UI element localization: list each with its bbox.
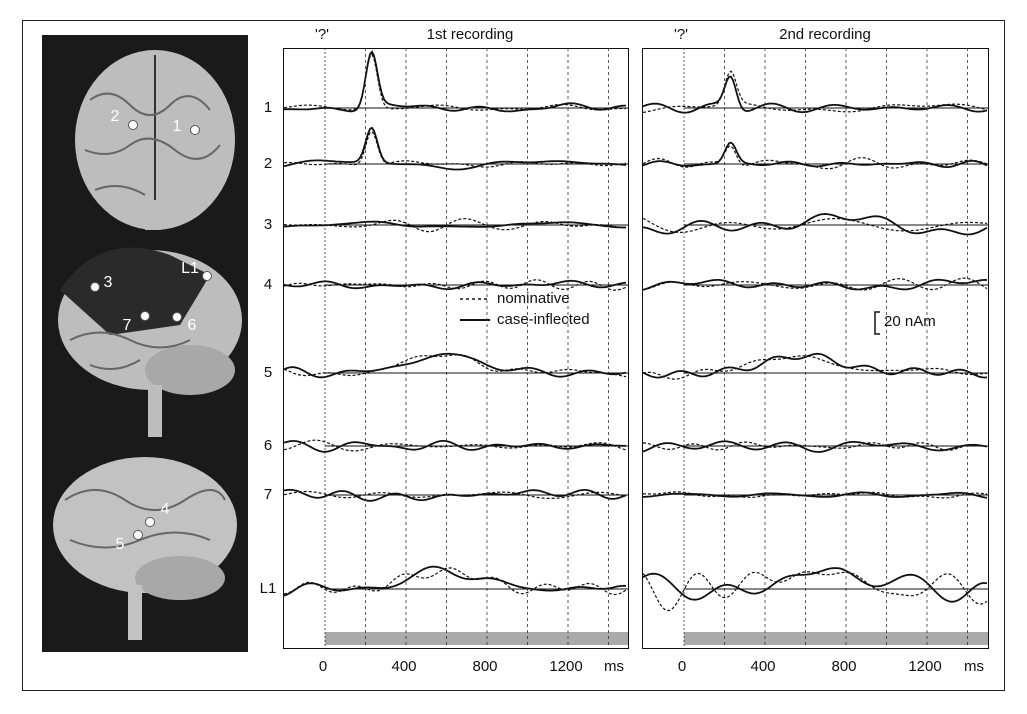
row-label: 5: [264, 364, 272, 381]
panel-marker: '?': [315, 26, 329, 43]
x-unit: ms: [604, 658, 624, 675]
x-label: 1200: [908, 658, 941, 675]
trace-case-inflected: [642, 141, 988, 169]
row-label: 4: [264, 276, 272, 293]
x-label: 400: [391, 658, 416, 675]
brain-label: 1: [173, 118, 182, 135]
brain-top: [75, 50, 235, 230]
brain-lateral: [53, 457, 237, 640]
electrode-dot: [133, 530, 143, 540]
panel-title: 1st recording: [427, 26, 514, 43]
trace-case-inflected: [283, 565, 627, 597]
electrode-dot: [140, 311, 150, 321]
x-label: 800: [472, 658, 497, 675]
row-label: 1: [264, 99, 272, 116]
legend: nominative case-inflected: [460, 290, 590, 328]
trace-nominative: [283, 218, 627, 233]
row-label: 2: [264, 155, 272, 172]
row-label: 7: [264, 486, 272, 503]
row-label: L1: [260, 580, 277, 597]
stimulus-bar: [325, 632, 628, 645]
electrode-dot: [172, 312, 182, 322]
trace-case-inflected: [283, 352, 627, 379]
panel-marker: '?': [674, 26, 688, 43]
electrode-dot: [190, 125, 200, 135]
brain-label: 5: [116, 536, 125, 553]
trace-case-inflected: [642, 567, 988, 603]
trace-case-inflected: [642, 278, 988, 291]
x-label: 0: [678, 658, 686, 675]
electrode-dot: [128, 120, 138, 130]
row-label: 3: [264, 216, 272, 233]
x-label: 1200: [549, 658, 582, 675]
panel-frame: [283, 48, 629, 649]
stimulus-bar: [684, 632, 988, 645]
brain-label: 4: [161, 501, 170, 518]
brain-side: [58, 247, 242, 437]
x-unit: ms: [964, 658, 984, 675]
panel-frame: [642, 48, 989, 649]
x-label: 0: [319, 658, 327, 675]
brain-label: 7: [123, 317, 132, 334]
trace-case-inflected: [283, 50, 626, 113]
row-label: 6: [264, 437, 272, 454]
electrode-dot: [145, 517, 155, 527]
brain-label: L1: [181, 260, 199, 277]
x-label: 800: [831, 658, 856, 675]
trace-case-inflected: [283, 220, 626, 229]
panel-title: 2nd recording: [779, 26, 871, 43]
trace-case-inflected: [642, 213, 988, 236]
brain-label: 6: [188, 317, 197, 334]
legend-label: case-inflected: [497, 311, 590, 328]
trace-nominative: [642, 217, 988, 233]
brain-label: 2: [111, 108, 120, 125]
trace-nominative: [642, 355, 988, 380]
trace-case-inflected: [642, 440, 988, 453]
scale-bracket: [874, 311, 880, 335]
scale-label: 20 nAm: [884, 313, 936, 330]
x-label: 400: [750, 658, 775, 675]
trace-case-inflected: [283, 126, 627, 171]
brain-label: 3: [104, 274, 113, 291]
electrode-dot: [90, 282, 100, 292]
electrode-dot: [202, 271, 212, 281]
legend-label: nominative: [497, 290, 570, 307]
